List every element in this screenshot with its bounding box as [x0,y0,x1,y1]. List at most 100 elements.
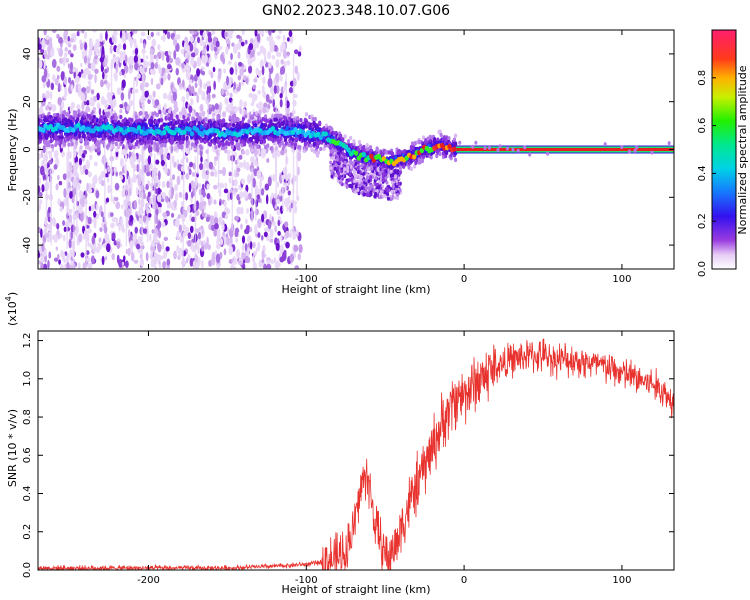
noise-speckle [58,82,61,92]
noise-speckle [230,52,233,61]
band-cell [296,116,300,121]
noise-speckle [115,63,119,74]
noise-speckle [140,31,146,37]
band-cell [409,166,413,172]
band-cell [204,116,208,122]
noise-speckle [273,44,278,52]
noise-speckle [265,93,270,103]
noise-speckle [70,230,73,240]
noise-speckle [72,44,77,51]
noise-speckle [296,71,300,81]
noise-speckle [106,243,111,253]
noise-speckle [59,263,64,269]
band-cell [180,144,184,149]
band-cell [224,145,228,150]
noise-speckle [38,108,43,114]
noise-speckle [95,190,100,199]
noise-speckle [240,80,245,86]
noise-streak [217,150,220,194]
band-cell [195,139,199,145]
noise-speckle [218,201,222,206]
band-cell [79,145,83,150]
noise-speckle [233,257,237,262]
band-cell [119,114,123,120]
noise-speckle [115,46,120,55]
noise-speckle [162,212,167,218]
noise-speckle [257,232,261,238]
noise-speckle [118,258,123,268]
band-cell [343,134,347,139]
noise-speckle [46,53,50,60]
band-cell [60,135,64,140]
noise-speckle [262,91,267,99]
noise-speckle [38,146,42,152]
noise-speckle [257,70,262,78]
noise-speckle [230,263,235,269]
band-cell [119,109,123,114]
band-cell [186,140,190,145]
noise-speckle [256,51,262,56]
band-cell [231,122,236,128]
noise-speckle [239,107,242,115]
noise-speckle [236,206,242,215]
band-cell [375,146,379,151]
band-cell [315,144,320,149]
noise-speckle [53,149,59,159]
noise-speckle [150,250,154,257]
band-cell [144,123,148,128]
noise-speckle [294,265,300,269]
noise-speckle [78,190,84,198]
noise-speckle [165,195,169,203]
band-cell [421,135,426,140]
noise-speckle [192,91,198,96]
noise-speckle [271,54,276,60]
noise-speckle [226,236,230,246]
band-cell [163,142,167,147]
noise-speckle [237,51,241,59]
noise-speckle [265,194,269,205]
band-cell [73,113,78,118]
noise-speckle [146,61,151,66]
band-cell [365,143,369,148]
band-cell [449,153,453,158]
noise-speckle [166,180,170,189]
noise-speckle [136,73,141,79]
noise-speckle [289,253,295,263]
band-cell [86,140,90,146]
noise-speckle [129,155,134,166]
noise-speckle [244,39,248,45]
noise-speckle [164,167,168,175]
noise-speckle [50,82,55,91]
noise-speckle [191,172,196,177]
noise-speckle [288,87,294,94]
noise-speckle [251,254,255,263]
noise-speckle [103,223,107,230]
noise-speckle [243,159,246,170]
noise-speckle [211,256,216,266]
noise-speckle [297,253,302,261]
noise-speckle [238,162,244,168]
noise-speckle [206,62,210,67]
noise-speckle [110,222,115,229]
noise-speckle [90,89,95,95]
noise-speckle [44,49,48,60]
band-cell [319,146,323,152]
noise-speckle [126,208,132,218]
noise-streak [45,129,48,232]
noise-speckle [246,235,252,244]
noise-speckle [186,45,190,53]
noise-speckle [52,30,57,33]
noise-speckle [228,30,233,40]
noise-speckle [280,67,283,75]
noise-speckle [222,231,226,237]
noise-speckle [41,75,47,83]
noise-speckle [267,219,272,230]
noise-speckle [216,230,221,239]
band-cell [439,133,443,138]
noise-speckle [56,75,60,80]
noise-speckle [282,85,286,93]
noise-speckle [214,169,218,178]
band-cell [398,165,402,171]
noise-speckle [279,75,283,82]
noise-speckle [64,47,68,52]
